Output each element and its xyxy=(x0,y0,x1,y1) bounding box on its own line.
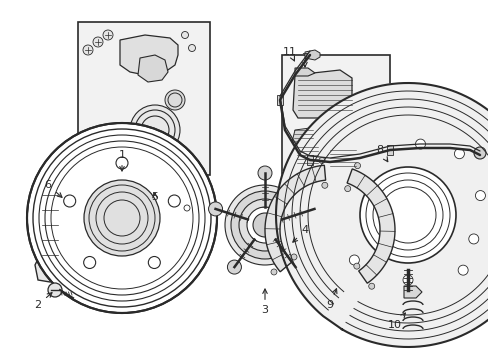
Circle shape xyxy=(168,93,182,107)
Text: 5: 5 xyxy=(151,192,158,202)
Circle shape xyxy=(118,143,142,167)
Circle shape xyxy=(208,202,222,216)
Polygon shape xyxy=(275,83,488,347)
Polygon shape xyxy=(120,35,178,75)
Polygon shape xyxy=(294,68,314,76)
Circle shape xyxy=(359,167,455,263)
Polygon shape xyxy=(327,148,357,170)
Bar xyxy=(282,55,389,195)
Circle shape xyxy=(108,133,152,177)
Text: 9: 9 xyxy=(326,289,336,310)
Polygon shape xyxy=(291,128,314,142)
Circle shape xyxy=(239,199,290,251)
Circle shape xyxy=(288,260,302,274)
Circle shape xyxy=(83,45,93,55)
Polygon shape xyxy=(264,165,325,272)
Bar xyxy=(78,22,209,175)
Circle shape xyxy=(93,37,103,47)
Circle shape xyxy=(321,182,327,188)
Circle shape xyxy=(103,30,113,40)
Polygon shape xyxy=(35,172,65,282)
Circle shape xyxy=(348,255,359,265)
Circle shape xyxy=(130,105,180,155)
Circle shape xyxy=(181,32,188,39)
Text: 11: 11 xyxy=(283,47,296,61)
Text: 4: 4 xyxy=(292,225,308,242)
Circle shape xyxy=(164,90,184,110)
Circle shape xyxy=(468,234,478,244)
Text: 8: 8 xyxy=(376,145,387,162)
Text: 6: 6 xyxy=(44,180,62,197)
Circle shape xyxy=(473,147,485,159)
Text: 10: 10 xyxy=(387,313,405,330)
Circle shape xyxy=(307,202,321,216)
Circle shape xyxy=(148,256,160,269)
Circle shape xyxy=(415,139,425,149)
Circle shape xyxy=(227,260,241,274)
Circle shape xyxy=(113,138,147,172)
Circle shape xyxy=(27,123,217,313)
Circle shape xyxy=(188,45,195,51)
Circle shape xyxy=(318,157,325,163)
Circle shape xyxy=(135,110,175,150)
Circle shape xyxy=(43,195,53,205)
Circle shape xyxy=(402,275,412,285)
Circle shape xyxy=(368,283,374,289)
Circle shape xyxy=(457,265,467,275)
Circle shape xyxy=(116,157,128,169)
Circle shape xyxy=(48,283,62,297)
Circle shape xyxy=(83,256,96,269)
Bar xyxy=(386,145,392,155)
Bar xyxy=(306,155,312,165)
Text: 1: 1 xyxy=(118,150,125,171)
Text: 2: 2 xyxy=(34,293,52,310)
Text: 3: 3 xyxy=(261,289,268,315)
Polygon shape xyxy=(403,286,421,298)
Circle shape xyxy=(84,180,160,256)
Circle shape xyxy=(354,163,360,168)
Circle shape xyxy=(258,166,271,180)
Circle shape xyxy=(168,195,180,207)
Circle shape xyxy=(474,190,485,201)
Circle shape xyxy=(353,263,359,269)
Polygon shape xyxy=(138,55,168,82)
Polygon shape xyxy=(305,50,319,60)
Circle shape xyxy=(453,149,464,159)
Circle shape xyxy=(290,254,296,260)
Circle shape xyxy=(270,269,276,275)
Circle shape xyxy=(344,186,350,192)
Polygon shape xyxy=(292,70,351,118)
Polygon shape xyxy=(346,169,394,283)
Circle shape xyxy=(252,213,276,237)
Text: 7: 7 xyxy=(301,53,308,67)
Circle shape xyxy=(43,240,53,250)
Circle shape xyxy=(63,195,76,207)
Polygon shape xyxy=(294,145,319,165)
Bar xyxy=(276,95,283,105)
Circle shape xyxy=(230,191,298,259)
Circle shape xyxy=(224,185,305,265)
Circle shape xyxy=(246,207,283,243)
Circle shape xyxy=(183,205,190,211)
Circle shape xyxy=(141,116,169,144)
